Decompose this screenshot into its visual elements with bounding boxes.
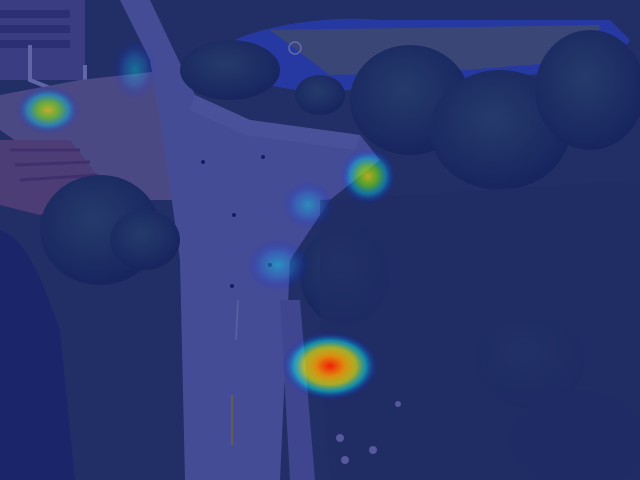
hotspot-lower-center [282,332,378,400]
hotspot-upper-right-crossing [340,148,396,204]
heatmap-layer [16,40,396,400]
hotspot-top-left-path [113,40,157,100]
hotspot-top-left-construction [16,86,80,134]
hotspot-path-mid [246,239,310,291]
hotspot-road-upper-mid [282,181,334,229]
